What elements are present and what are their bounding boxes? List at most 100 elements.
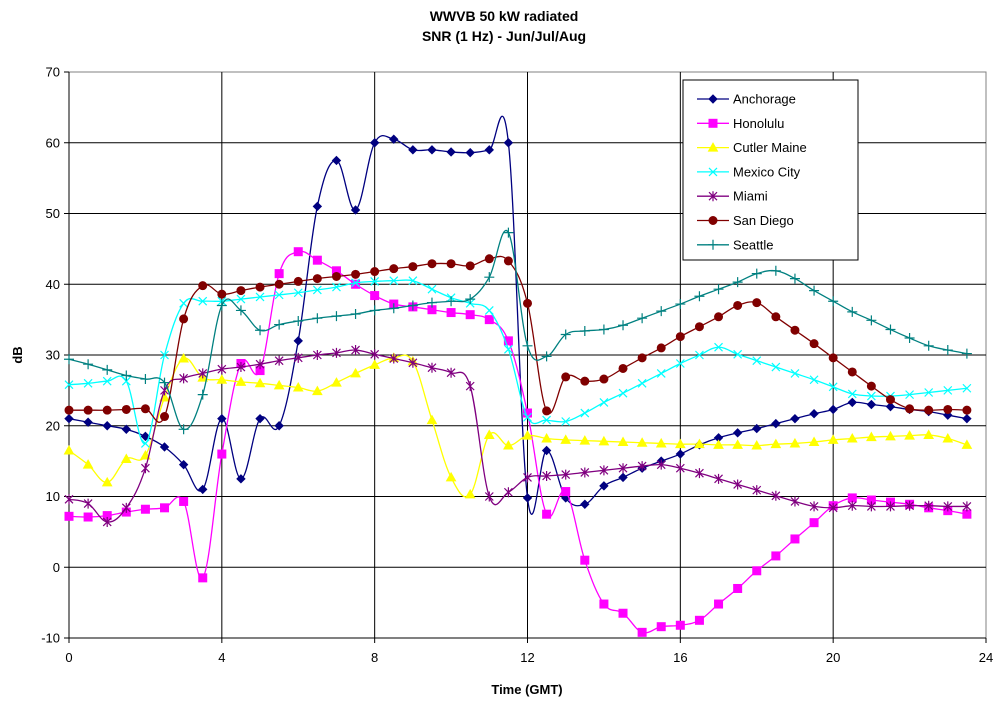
data-point-anchorage xyxy=(427,145,437,155)
data-point-seattle xyxy=(388,303,399,314)
data-point-miami xyxy=(465,381,475,392)
data-point-miami xyxy=(83,498,93,509)
data-point-anchorage xyxy=(102,421,112,431)
data-point-anchorage xyxy=(962,413,972,424)
series-cutler-maine xyxy=(63,352,973,499)
data-point-san-diego xyxy=(198,281,208,291)
data-point-miami xyxy=(618,463,628,474)
data-point-honolulu xyxy=(599,599,609,609)
legend-marker-san-diego xyxy=(708,216,718,225)
data-point-honolulu xyxy=(580,555,590,565)
data-point-mexico-city xyxy=(332,282,341,292)
data-point-miami xyxy=(140,463,150,474)
data-point-san-diego xyxy=(102,405,112,415)
data-point-seattle xyxy=(541,351,552,362)
legend-marker-miami xyxy=(708,191,718,202)
data-point-san-diego xyxy=(656,343,666,353)
data-point-seattle xyxy=(847,306,858,317)
chart-title: WWVB 50 kW radiated SNR (1 Hz) - Jun/Jul… xyxy=(0,6,1008,46)
data-point-cutler-maine xyxy=(426,414,438,425)
data-point-miami xyxy=(523,472,532,483)
data-point-seattle xyxy=(675,299,686,310)
data-point-anchorage xyxy=(83,417,93,427)
data-point-seattle xyxy=(140,374,151,385)
data-point-seattle xyxy=(446,296,457,307)
data-point-san-diego xyxy=(140,404,150,414)
data-point-san-diego xyxy=(809,339,819,349)
data-point-miami xyxy=(217,364,227,375)
data-point-anchorage xyxy=(522,493,533,503)
data-point-san-diego xyxy=(962,405,972,415)
y-tick-label: -10 xyxy=(41,631,60,646)
data-point-honolulu xyxy=(274,269,284,279)
data-point-san-diego xyxy=(694,322,704,332)
data-point-honolulu xyxy=(140,504,150,514)
data-point-anchorage xyxy=(752,423,762,434)
y-tick-label: 30 xyxy=(46,348,60,363)
data-point-miami xyxy=(293,352,303,363)
data-point-mexico-city xyxy=(924,388,934,397)
y-tick-label: 0 xyxy=(53,560,60,575)
data-point-seattle xyxy=(560,329,571,340)
data-point-cutler-maine xyxy=(464,488,476,499)
data-point-honolulu xyxy=(351,279,361,289)
data-point-honolulu xyxy=(484,315,494,325)
data-point-seattle xyxy=(751,268,762,279)
data-point-mexico-city xyxy=(312,285,322,295)
y-tick-label: 10 xyxy=(46,489,60,504)
data-point-seattle xyxy=(503,227,514,238)
y-tick-label: 40 xyxy=(46,277,60,292)
data-point-cutler-maine xyxy=(694,438,705,449)
data-point-seattle xyxy=(732,277,743,288)
data-point-mexico-city xyxy=(656,368,666,378)
data-point-anchorage xyxy=(541,445,552,456)
data-point-anchorage xyxy=(732,428,743,438)
data-point-cutler-maine xyxy=(254,377,266,388)
data-point-miami xyxy=(255,359,265,370)
data-point-honolulu xyxy=(83,512,93,522)
data-point-san-diego xyxy=(618,363,628,373)
data-point-seattle xyxy=(178,424,189,435)
data-point-miami xyxy=(446,367,456,378)
data-point-anchorage xyxy=(618,472,628,483)
legend-box xyxy=(682,79,859,261)
data-point-anchorage xyxy=(236,474,246,484)
data-point-seattle xyxy=(102,364,113,375)
data-point-san-diego xyxy=(255,282,265,292)
chart-title-line-1: WWVB 50 kW radiated xyxy=(429,8,579,24)
data-point-seattle xyxy=(789,273,800,284)
data-point-san-diego xyxy=(561,372,571,382)
data-point-san-diego xyxy=(675,332,685,342)
data-point-mexico-city xyxy=(962,383,972,393)
data-point-miami xyxy=(733,479,743,490)
x-tick-label: 24 xyxy=(979,650,993,665)
data-point-mexico-city xyxy=(236,294,246,304)
data-point-cutler-maine xyxy=(904,430,915,440)
data-point-cutler-maine xyxy=(598,435,610,446)
legend-marker-anchorage xyxy=(708,94,718,104)
data-point-honolulu xyxy=(503,336,513,346)
data-point-mexico-city xyxy=(389,276,399,286)
legend: Anchorage Honolulu Cutler Maine Mexico City… xyxy=(682,79,859,261)
series-lines xyxy=(63,115,973,637)
x-tick-label: 4 xyxy=(218,650,225,665)
data-point-mexico-city xyxy=(408,276,418,286)
data-point-miami xyxy=(179,373,189,384)
legend-label-miami: Miami xyxy=(733,189,768,204)
data-point-san-diego xyxy=(847,367,857,377)
data-point-honolulu xyxy=(446,308,456,318)
data-point-mexico-city xyxy=(733,349,743,359)
data-point-san-diego xyxy=(542,406,552,416)
data-point-honolulu xyxy=(752,566,762,576)
data-point-cutler-maine xyxy=(369,359,381,369)
data-point-miami xyxy=(64,494,74,505)
data-point-mexico-city xyxy=(198,296,208,306)
data-point-cutler-maine xyxy=(483,429,495,439)
data-point-anchorage xyxy=(503,138,514,148)
data-point-san-diego xyxy=(408,262,418,272)
data-point-cutler-maine xyxy=(923,429,935,439)
data-point-san-diego xyxy=(943,404,953,414)
data-point-san-diego xyxy=(64,405,74,415)
data-point-anchorage xyxy=(446,147,456,157)
data-point-anchorage xyxy=(198,484,208,495)
